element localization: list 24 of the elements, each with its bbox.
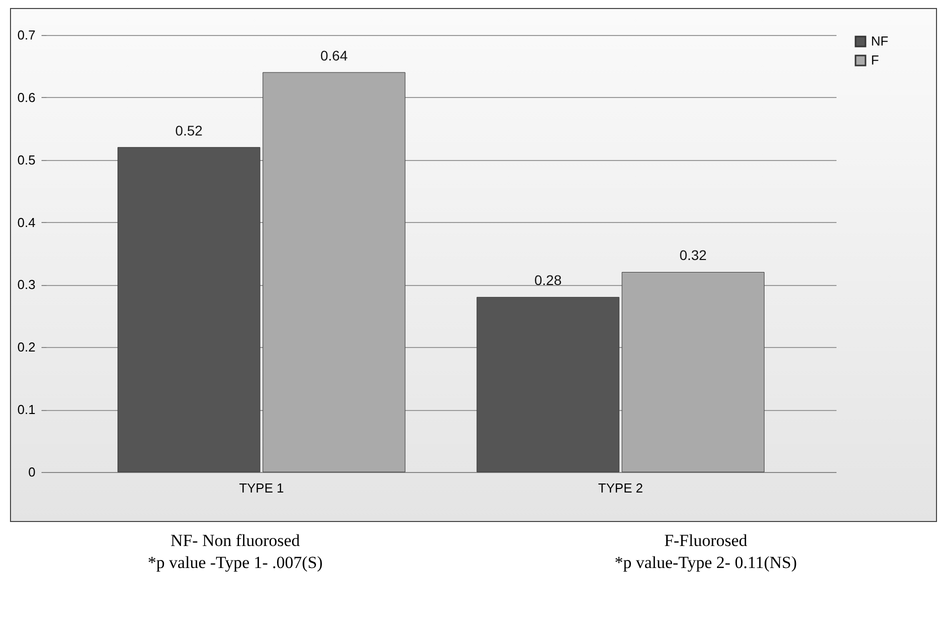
legend-label: F <box>871 52 879 68</box>
text: *p value -Type 1- .007(S) <box>146 552 324 574</box>
y-tick-label: 0.7 <box>17 28 36 42</box>
y-tick-label: 0 <box>28 464 36 480</box>
data-label: 0.32 <box>679 247 707 264</box>
bar <box>118 147 260 472</box>
y-tick-label: 0.5 <box>17 152 36 168</box>
text: F-Fluorosed <box>663 530 748 552</box>
data-label: 0.28 <box>534 272 562 288</box>
y-tick-label: 0.4 <box>17 214 36 230</box>
bar <box>622 272 764 472</box>
x-tick-label: TYPE 1 <box>239 480 284 496</box>
y-tick-label: 0.3 <box>17 277 36 292</box>
y-tick-label: 0.6 <box>17 90 36 105</box>
data-label: 0.52 <box>175 122 203 138</box>
legend-label: NF <box>871 34 888 48</box>
y-tick-label: 0.2 <box>17 340 36 355</box>
y-tick-label: 0.1 <box>17 402 36 418</box>
bar <box>476 296 620 472</box>
text: *p value-Type 2- 0.11(NS) <box>614 552 798 574</box>
text: NF- Non fluorosed <box>170 530 301 552</box>
data-label: 0.64 <box>320 47 348 64</box>
bar <box>262 72 406 472</box>
x-tick-label: TYPE 2 <box>598 480 643 496</box>
